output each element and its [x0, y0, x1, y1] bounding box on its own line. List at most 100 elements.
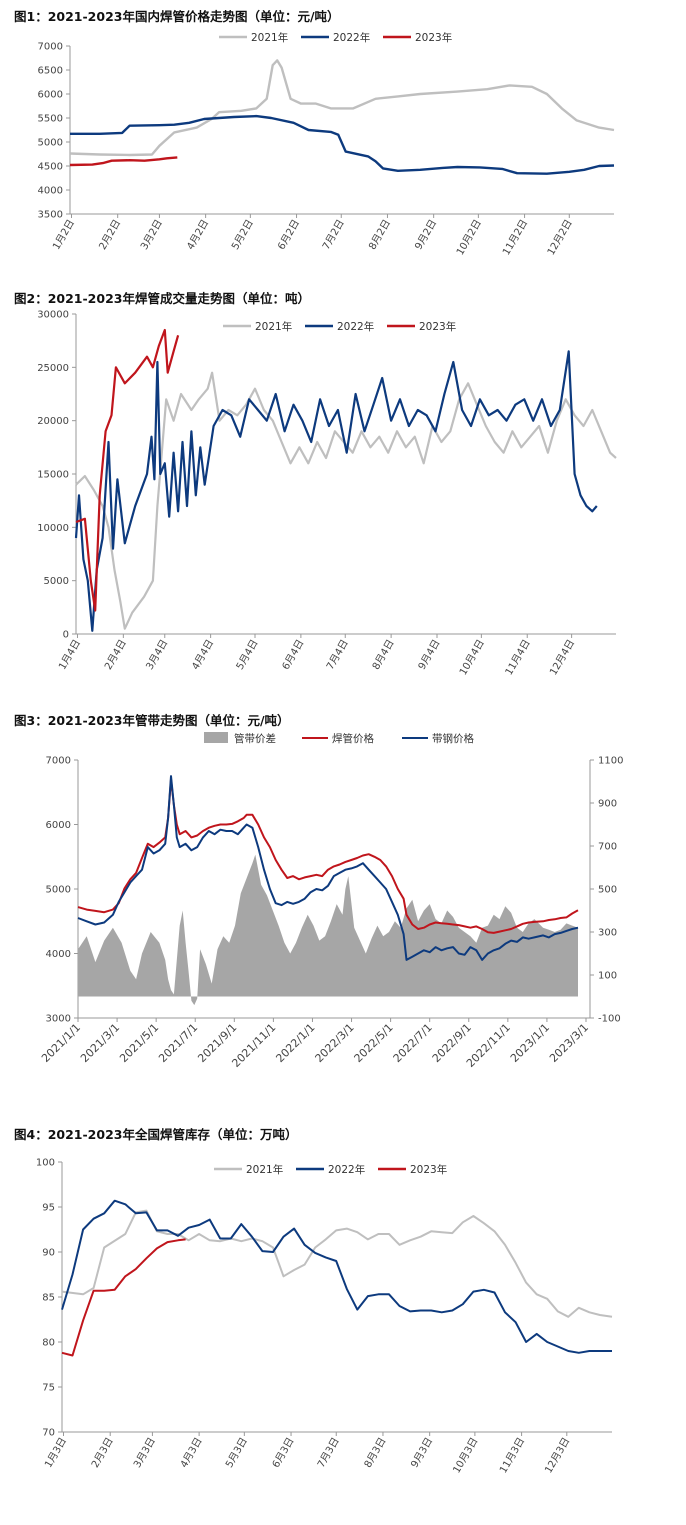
series-line-1 [61, 1199, 612, 1354]
legend-label: 2022年 [337, 320, 374, 333]
x-tick-label: 9月3日 [409, 1436, 436, 1470]
x-tick-label: 2022/1/1 [273, 1021, 317, 1065]
y-tick-label: 4500 [38, 162, 63, 173]
y2-tick-label: 1100 [598, 756, 623, 767]
x-tick-label: 10月4日 [457, 638, 487, 678]
x-tick-label: 7月3日 [315, 1436, 342, 1470]
x-tick-label: 6月4日 [280, 638, 307, 672]
y-tick-label: 5000 [44, 576, 69, 587]
x-tick-label: 1月4日 [56, 638, 83, 672]
y-tick-label: 20000 [37, 416, 69, 427]
x-tick-label: 2021/5/1 [117, 1021, 161, 1065]
legend-label: 焊管价格 [332, 732, 374, 745]
x-tick-label: 3月2日 [138, 218, 165, 252]
y-tick-label: 7000 [38, 42, 63, 53]
y-tick-label: 75 [42, 1383, 55, 1394]
x-tick-label: 9月4日 [416, 638, 443, 672]
y2-tick-label: 700 [598, 842, 617, 853]
x-tick-label: 3月4日 [144, 638, 171, 672]
legend-label: 2021年 [251, 31, 288, 44]
y-tick-label: 5000 [46, 885, 71, 896]
legend-label: 2022年 [333, 31, 370, 44]
series-line-1 [70, 114, 615, 175]
x-tick-label: 2021/7/1 [156, 1021, 200, 1065]
y-tick-label: 0 [63, 630, 69, 641]
x-tick-label: 7月2日 [320, 218, 347, 252]
x-tick-label: 1月2日 [50, 218, 77, 252]
chart4-title: 图4：2021-2023年全国焊管库存（单位：万吨） [14, 1127, 298, 1142]
y-tick-label: 3500 [38, 210, 63, 221]
series-line-2 [69, 156, 178, 167]
x-tick-label: 8月2日 [366, 218, 393, 252]
x-tick-label: 5月3日 [223, 1436, 250, 1470]
y-tick-label: 4000 [46, 949, 71, 960]
x-tick-label: 1月3日 [42, 1436, 69, 1470]
x-tick-label: 11月2日 [500, 218, 530, 258]
legend-label: 管带价差 [234, 732, 276, 745]
x-tick-label: 6月2日 [275, 218, 302, 252]
chart4-inventory: 70 75 80 85 90 95 100 1月3日 2月3日 3月3日 4月3日 5月3日 6月3日 7… [36, 1158, 613, 1476]
y-tick-label: 7000 [46, 756, 71, 767]
y-tick-label: 6500 [38, 66, 63, 77]
x-tick-label: 2月4日 [102, 638, 129, 672]
x-tick-label: 12月2日 [545, 218, 575, 258]
chart1-title: 图1：2021-2023年国内焊管价格走势图（单位：元/吨） [14, 9, 340, 24]
y-tick-label: 15000 [37, 470, 69, 481]
y-tick-label: 6000 [46, 820, 71, 831]
y2-tick-label: 300 [598, 928, 617, 939]
x-tick-label: 2022/3/1 [313, 1021, 357, 1065]
x-tick-label: 9月2日 [412, 218, 439, 252]
x-tick-label: 6月3日 [270, 1436, 297, 1470]
x-tick-label: 2月2日 [97, 218, 124, 252]
series-line-1 [74, 350, 598, 632]
series-line-2 [77, 775, 579, 961]
x-tick-label: 5月4日 [234, 638, 261, 672]
y-tick-label: 5000 [38, 138, 63, 149]
legend-label: 2023年 [419, 320, 456, 333]
x-tick-label: 4月4日 [189, 638, 216, 672]
x-tick-label: 4月3日 [178, 1436, 205, 1470]
y-tick-label: 90 [42, 1248, 55, 1259]
x-tick-label: 2021/3/1 [78, 1021, 122, 1065]
x-tick-label: 7月4日 [324, 638, 351, 672]
y-tick-label: 10000 [37, 523, 69, 534]
y-tick-label: 100 [36, 1158, 55, 1169]
legend-label: 2023年 [410, 1163, 447, 1176]
series-area-spread [78, 854, 578, 1006]
x-tick-label: 11月3日 [497, 1436, 527, 1476]
x-tick-label: 3月3日 [131, 1436, 158, 1470]
y-tick-label: 95 [42, 1203, 55, 1214]
y-tick-label: 70 [42, 1428, 55, 1439]
x-tick-label: 2021/1/1 [39, 1021, 83, 1065]
chart1-price-trend: 3500 4000 4500 5000 5500 6000 6500 7000 1月2日 2月2日… [38, 31, 615, 258]
series-line-2 [75, 328, 180, 612]
series-line-0 [75, 371, 617, 630]
y-tick-label: 30000 [37, 310, 69, 321]
chart3-title: 图3：2021-2023年管带走势图（单位：元/吨） [14, 713, 290, 728]
x-tick-label: 10月3日 [451, 1436, 481, 1476]
x-tick-label: 2022/5/1 [352, 1021, 396, 1065]
y2-tick-label: 900 [598, 799, 617, 810]
y-tick-label: 25000 [37, 363, 69, 374]
x-tick-label: 8月4日 [370, 638, 397, 672]
y-tick-label: 6000 [38, 90, 63, 101]
legend-label: 带钢价格 [432, 732, 474, 745]
series-line-2 [61, 1238, 186, 1357]
x-tick-label: 2023/1/1 [508, 1021, 552, 1065]
y2-tick-label: -100 [598, 1014, 621, 1025]
legend-label: 2021年 [246, 1163, 283, 1176]
y-tick-label: 85 [42, 1293, 55, 1304]
y2-tick-label: 500 [598, 885, 617, 896]
chart2-volume-trend: 0 5000 10000 15000 20000 25000 30000 1月4日 2月4日 3月… [37, 310, 617, 678]
x-tick-label: 2023/3/1 [547, 1021, 591, 1065]
y-tick-label: 4000 [38, 186, 63, 197]
legend-swatch-area [204, 732, 228, 743]
legend-label: 2022年 [328, 1163, 365, 1176]
chart2-title: 图2：2021-2023年焊管成交量走势图（单位：吨） [14, 291, 310, 306]
x-tick-label: 5月2日 [229, 218, 256, 252]
chart3-pipe-strip-trend: 3000 4000 5000 6000 7000 -100 100 300 500 700 900 1… [39, 732, 623, 1070]
series-line-0 [61, 1209, 613, 1318]
legend-label: 2021年 [255, 320, 292, 333]
y-tick-label: 5500 [38, 114, 63, 125]
y2-tick-label: 100 [598, 971, 617, 982]
